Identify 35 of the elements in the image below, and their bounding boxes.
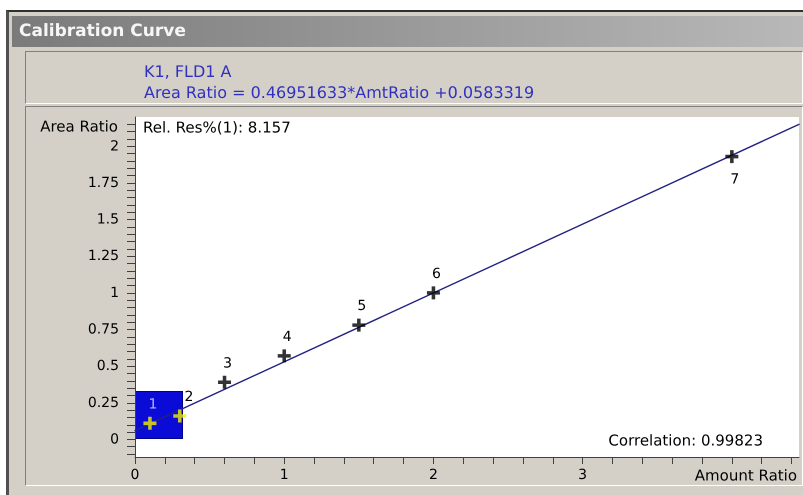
y-tick-label: 1.75 bbox=[88, 174, 119, 191]
annotation: 1 bbox=[148, 396, 158, 412]
annotation: 6 bbox=[432, 266, 441, 282]
x-tick-label: 0 bbox=[130, 467, 140, 483]
y-tick-label: 0.25 bbox=[88, 394, 119, 411]
y-tick-label: 0 bbox=[110, 431, 119, 448]
y-tick-label: 0.75 bbox=[88, 322, 119, 338]
point bbox=[143, 416, 156, 430]
point bbox=[173, 409, 186, 422]
point bbox=[725, 150, 738, 164]
chart-title: Calibration Curve bbox=[19, 20, 186, 43]
y-tick-label: 1.5 bbox=[96, 212, 119, 228]
annotation: Correlation: 0.99823 bbox=[608, 432, 763, 450]
annotation: 3 bbox=[223, 355, 232, 372]
annotation: 5 bbox=[357, 298, 366, 314]
y-axis-title: Area Ratio bbox=[40, 118, 118, 136]
title-bar: Calibration Curve bbox=[12, 16, 803, 47]
annotation: Rel. Res%(1): 8.157 bbox=[143, 118, 291, 136]
chart-subtitle: K1, FLD1 A bbox=[144, 62, 232, 81]
point bbox=[426, 286, 440, 300]
y-tick-label: 1.25 bbox=[88, 248, 119, 264]
x-tick-label: 3 bbox=[578, 467, 588, 483]
annotation: 4 bbox=[282, 328, 292, 345]
y-tick-label: 1 bbox=[110, 284, 119, 301]
x-tick-label: 1 bbox=[280, 467, 289, 483]
header-panel: K1, FLD1 A Area Ratio = 0.46951633*AmtRatio +0.0583319 bbox=[25, 51, 803, 104]
annotation: 7 bbox=[730, 172, 740, 188]
point bbox=[278, 349, 291, 362]
point bbox=[352, 318, 366, 332]
x-tick-label: 2 bbox=[428, 467, 438, 483]
annotation: 2 bbox=[184, 388, 194, 405]
y-tick-label: 2 bbox=[110, 138, 119, 154]
point bbox=[218, 376, 232, 389]
y-tick-label: 0.5 bbox=[96, 358, 119, 374]
x-axis-title: Amount Ratio bbox=[694, 466, 797, 484]
